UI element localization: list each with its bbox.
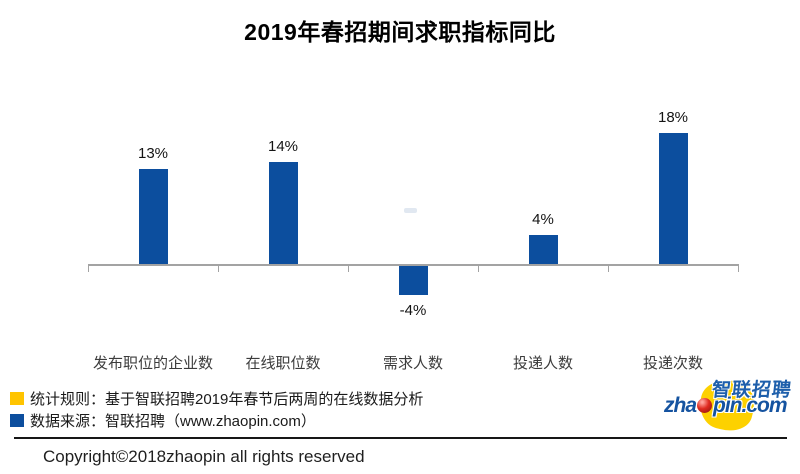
zhaopin-logo: 智联招聘 zha pin.com [655,372,800,436]
axis-tick [738,266,739,272]
legend-label-stat-rule: 统计规则：基于智联招聘2019年春节后两周的在线数据分析 [30,390,424,408]
axis-tick [478,266,479,272]
value-label: 18% [657,109,689,126]
bar [658,133,688,264]
logo-red-dot-icon [697,398,713,413]
axis-tick [218,266,219,272]
legend-swatch-yellow [10,391,24,405]
bar [398,266,428,295]
logo-domain-prefix: zha [664,394,697,417]
chart-title: 2019年春招期间求职指标同比 [244,19,556,45]
category-label: 在线职位数 [245,355,321,372]
footer-divider-line [14,437,787,439]
category-label: 需求人数 [382,355,443,372]
legend: 统计规则：基于智联招聘2019年春节后两周的在线数据分析 数据来源：智联招聘（w… [10,387,423,431]
legend-item-data-source: 数据来源：智联招聘（www.zhaopin.com） [10,409,423,431]
faint-watermark-artifact [404,208,417,213]
legend-swatch-blue [10,413,24,427]
value-label: 4% [532,211,554,228]
bar [268,162,298,264]
axis-tick [348,266,349,272]
logo-domain-text: zha pin.com [664,394,788,418]
legend-item-stat-rule: 统计规则：基于智联招聘2019年春节后两周的在线数据分析 [10,387,423,409]
value-label: 13% [137,145,169,162]
category-label: 发布职位的企业数 [92,355,213,372]
bar [138,169,168,264]
copyright-text: Copyright©2018zhaopin all rights reserve… [43,447,365,466]
axis-tick [88,266,89,272]
category-label: 投递次数 [642,355,703,372]
axis-tick [608,266,609,272]
logo-domain-suffix: pin.com [713,394,788,417]
legend-label-data-source: 数据来源：智联招聘（www.zhaopin.com） [30,412,316,430]
bar [528,235,558,264]
x-axis-line [88,264,739,266]
category-label: 投递人数 [512,355,573,372]
value-label: 14% [267,138,299,155]
value-label: -4% [399,302,427,319]
